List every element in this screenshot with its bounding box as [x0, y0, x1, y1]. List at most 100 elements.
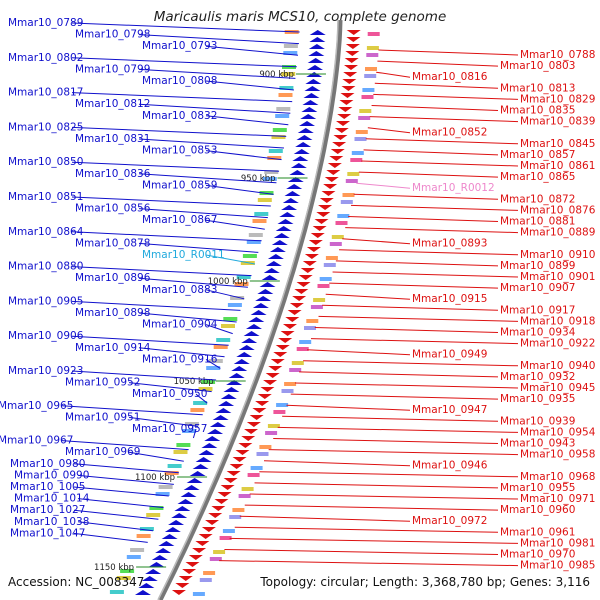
reverse-gene-arrow: [343, 65, 358, 70]
gene-label-right: Mmar10_0968: [520, 471, 595, 483]
leader-line-left: [73, 486, 169, 497]
annotation-box: [199, 578, 212, 582]
gene-label-left: Mmar10_0851: [8, 191, 83, 203]
annotation-box: [208, 359, 223, 363]
annotation-box: [296, 347, 309, 351]
gene-label-right: Mmar10_0917: [500, 304, 575, 316]
gene-label-right: Mmar10_R0012: [412, 182, 495, 194]
forward-gene-arrow: [296, 135, 313, 140]
annotation-box: [268, 149, 283, 153]
reverse-gene-arrow: [280, 331, 295, 336]
annotation-box: [247, 473, 260, 477]
leader-line-right: [363, 149, 499, 156]
reverse-gene-arrow: [249, 415, 264, 420]
reverse-gene-arrow: [211, 506, 226, 511]
forward-gene-arrow: [267, 254, 284, 259]
topology-summary: Topology: circular; Length: 3,368,780 bp…: [260, 575, 590, 589]
leader-line-right: [290, 393, 499, 400]
annotation-box: [306, 319, 319, 323]
gene-label-right: Mmar10_0893: [412, 238, 487, 250]
reverse-gene-arrow: [275, 345, 290, 350]
leader-line-right: [322, 304, 499, 311]
leader-line-left: [138, 103, 291, 114]
reverse-gene-arrow: [346, 37, 361, 42]
leader-line-left: [71, 92, 293, 103]
leader-line-right: [229, 537, 519, 544]
leader-line-left: [205, 254, 256, 265]
leader-line-left: [138, 138, 284, 149]
reverse-gene-arrow: [235, 450, 250, 455]
annotation-box: [146, 513, 161, 517]
gene-label-right: Mmar10_0958: [520, 449, 595, 461]
reverse-gene-arrow: [337, 114, 352, 119]
kbp-tick-label: 1050 kbp: [174, 377, 214, 387]
forward-gene-arrow: [248, 317, 265, 322]
kbp-tick-label: 900 kbp: [259, 70, 294, 80]
reverse-gene-arrow: [344, 58, 359, 63]
annotation-box: [362, 88, 375, 92]
forward-gene-arrow: [212, 415, 229, 420]
leader-line-left: [71, 57, 297, 68]
leader-line-left: [205, 219, 265, 230]
gene-label-left: Mmar10_0799: [75, 63, 150, 75]
annotation-box: [359, 109, 372, 113]
reverse-gene-arrow: [332, 142, 347, 147]
annotation-box: [337, 214, 350, 218]
reverse-gene-arrow: [292, 296, 307, 301]
forward-gene-arrow: [180, 492, 197, 497]
forward-gene-arrow: [308, 51, 325, 56]
annotation-box: [272, 128, 287, 132]
feature-tracks: [109, 30, 380, 596]
forward-gene-arrow: [261, 275, 278, 280]
forward-gene-arrow: [281, 205, 298, 210]
forward-gene-arrow: [250, 310, 267, 315]
forward-gene-arrow: [236, 352, 253, 357]
gene-label-left: Mmar10_0853: [142, 145, 217, 157]
reverse-gene-arrow: [340, 93, 355, 98]
gene-label-left: Mmar10_0789: [8, 17, 83, 29]
forward-gene-arrow: [269, 247, 286, 252]
leader-line-left: [205, 150, 282, 161]
forward-gene-arrow: [307, 58, 324, 63]
leader-line-right: [307, 349, 411, 356]
annotation-box: [354, 137, 367, 141]
gene-label-left: Mmar10_0825: [8, 121, 83, 133]
forward-gene-arrow: [223, 387, 240, 392]
annotation-box: [335, 221, 348, 225]
annotation-box: [366, 46, 379, 50]
annotation-box: [229, 515, 242, 519]
accession-text: Accession: NC_008347: [8, 575, 145, 589]
annotation-box: [319, 277, 332, 281]
forward-gene-arrow: [155, 548, 172, 553]
gene-label-left: Mmar10_0906: [8, 330, 84, 342]
gene-label-right: Mmar10_0910: [520, 249, 595, 261]
reverse-gene-arrow: [282, 324, 297, 329]
leader-line-right: [318, 315, 519, 322]
annotation-box: [281, 389, 294, 393]
leader-line-left: [77, 521, 154, 532]
leader-line-left: [138, 173, 277, 184]
gene-label-right: Mmar10_0889: [520, 227, 595, 239]
annotation-box: [250, 466, 263, 470]
forward-gene-arrow: [301, 107, 318, 112]
reverse-gene-arrow: [294, 289, 309, 294]
annotation-box: [361, 95, 374, 99]
gene-label-left: Mmar10_0812: [75, 98, 150, 110]
leader-line-left: [71, 370, 217, 381]
forward-gene-arrow: [231, 366, 248, 371]
leader-line-left: [71, 266, 252, 277]
reverse-gene-arrow: [171, 590, 186, 595]
forward-gene-arrow: [271, 240, 288, 245]
gene-label-left: Mmar10_1027: [10, 504, 85, 516]
gene-label-left: Mmar10_0990: [14, 469, 89, 481]
forward-gene-arrow: [309, 30, 326, 35]
forward-gene-arrow: [183, 485, 200, 490]
kbp-tick-label: 1100 kbp: [135, 473, 175, 483]
annotation-box: [276, 107, 291, 111]
leader-line-right: [303, 360, 519, 367]
leader-line-left: [71, 196, 271, 207]
gene-label-right: Mmar10_0915: [412, 293, 487, 305]
forward-gene-arrow: [209, 422, 226, 427]
reverse-gene-arrow: [238, 443, 253, 448]
